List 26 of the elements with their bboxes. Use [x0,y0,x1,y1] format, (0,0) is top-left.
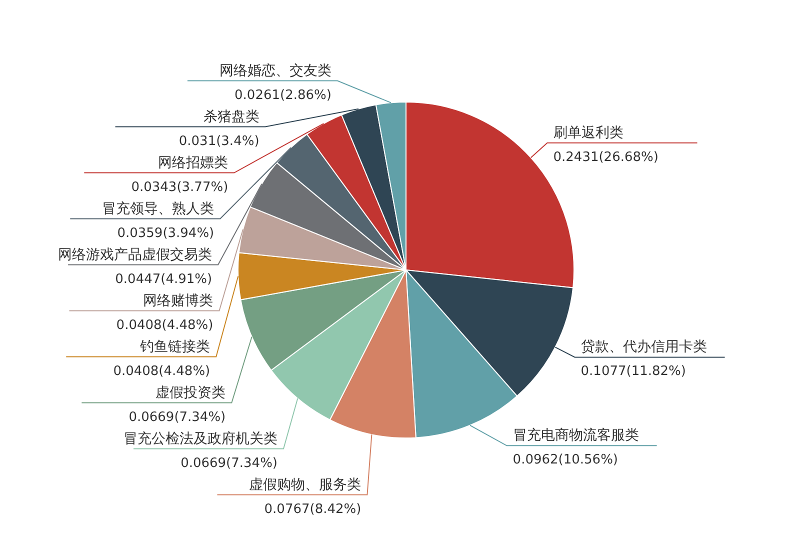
data-label: 0.0669(7.34%) [128,410,226,425]
data-label: 0.0408(4.48%) [113,364,210,379]
slice-label: 杀猪盘类 [203,108,260,125]
data-label: 0.0359(3.94%) [117,226,214,241]
data-label: 0.2431(26.68%) [553,150,658,165]
data-label: 0.0669(7.34%) [180,456,278,471]
slice-label: 虚假投资类 [156,384,226,401]
data-label: 0.0962(10.56%) [512,452,618,468]
slice-label: 冒充公检法及政府机关类 [124,430,278,447]
data-label: 0.0767(8.42%) [264,502,362,517]
data-label: 0.0261(2.86%) [234,88,332,103]
slice-label: 冒充领导、熟人类 [102,200,214,217]
slice-label: 网络招嫖类 [158,154,228,171]
slice-label: 刷单返利类 [553,124,624,141]
slice-label: 贷款、代办信用卡类 [580,339,707,356]
data-label: 0.0447(4.91%) [115,272,212,287]
slice-label: 网络赌博类 [143,292,214,309]
slice-label: 虚假购物、服务类 [249,476,362,493]
slice-label: 网络游戏产品虚假交易类 [58,246,212,263]
data-label: 0.0408(4.48%) [116,318,214,333]
slice-label: 冒充电商物流客服类 [512,428,639,444]
slice-label: 网络婚恋、交友类 [219,62,332,79]
data-label: 0.0343(3.77%) [131,180,228,195]
slice-label: 钓鱼链接类 [139,338,210,355]
data-label: 0.1077(11.82%) [580,364,686,380]
data-label: 0.031(3.4%) [178,134,260,149]
